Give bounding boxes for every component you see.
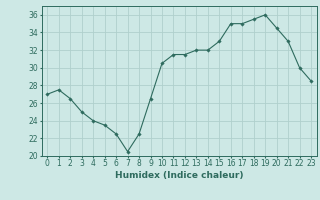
X-axis label: Humidex (Indice chaleur): Humidex (Indice chaleur): [115, 171, 244, 180]
